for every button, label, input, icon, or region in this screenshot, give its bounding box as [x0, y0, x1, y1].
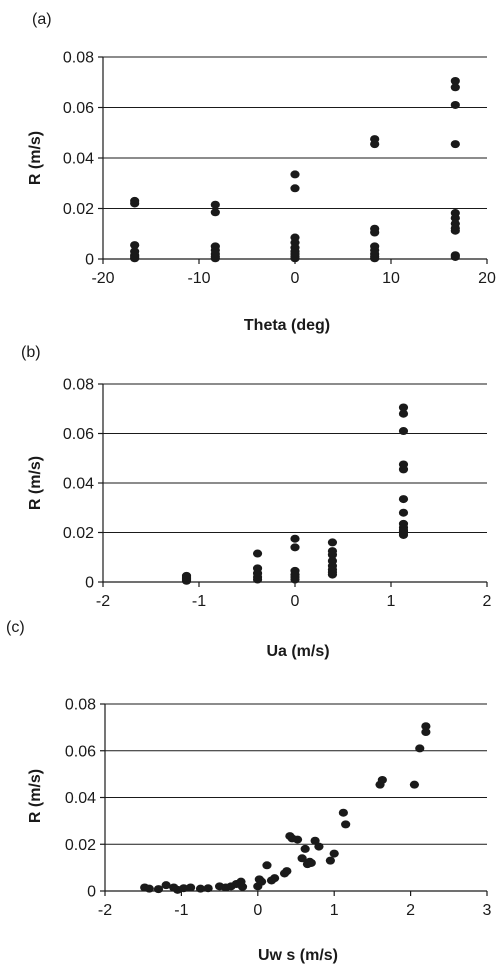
panel-b-point-16 — [328, 538, 337, 546]
panel-b-point-5 — [253, 550, 262, 558]
panel-c-y-tick-label-4: 0.08 — [65, 697, 96, 714]
panel-b-ylabel: R (m/s) — [27, 456, 44, 510]
panel-a-x-tick-label-1: -10 — [187, 270, 210, 287]
panel-c-point-33 — [314, 843, 323, 851]
panel-c-point-39 — [378, 776, 387, 784]
panel-a-ylabel: R (m/s) — [27, 131, 44, 185]
panel-a-point-22 — [290, 254, 299, 262]
panel-b-point-4 — [182, 577, 191, 585]
panel-b-point-30 — [399, 509, 408, 517]
panel-a-point-33 — [451, 83, 460, 91]
panel-b-y-tick-label-1: 0.02 — [63, 525, 94, 542]
panel-a-label: (a) — [32, 11, 52, 28]
panel-c-ylabel: R (m/s) — [27, 769, 44, 823]
panel-c-x-tick-label-4: 2 — [406, 902, 415, 919]
panel-c-point-43 — [421, 722, 430, 730]
panel-a-x-tick-label-4: 20 — [478, 270, 496, 287]
panel-b-x-tick-label-1: -1 — [192, 593, 206, 610]
panel-c-point-9 — [204, 884, 213, 892]
panel-b-x-tick-label-2: 0 — [291, 593, 300, 610]
panel-c: (c) Uw s (m/s) R (m/s) 0 0.02 0.04 0.06 0.08… — [6, 619, 492, 964]
panel-c-point-21 — [270, 874, 279, 882]
panel-b-y-tick-label-4: 0.08 — [63, 377, 94, 394]
panel-b-point-29 — [399, 495, 408, 503]
panel-c-y-tick-label-1: 0.02 — [65, 837, 96, 854]
panel-b: (b) Ua (m/s) R (m/s) 0 0.02 0.04 0.06 0.08 -2… — [21, 344, 492, 660]
panel-c-x-tick-label-5: 3 — [483, 902, 492, 919]
panel-b-plot: 0 0.02 0.04 0.06 0.08 -2 -1 0 1 2 — [63, 377, 492, 611]
panel-b-x-tick-label-0: -2 — [96, 593, 110, 610]
panel-c-point-31 — [307, 859, 316, 867]
panel-c-point-40 — [410, 781, 419, 789]
panel-c-point-18 — [257, 878, 266, 886]
panel-c-point-26 — [293, 836, 302, 844]
panel-c-x-tick-label-2: 0 — [253, 902, 262, 919]
panel-b-y-tick-label-3: 0.06 — [63, 426, 94, 443]
panel-b-point-26 — [399, 427, 408, 435]
panel-c-point-7 — [186, 883, 195, 891]
panel-a-point-1 — [130, 199, 139, 207]
panel-c-x-tick-label-1: -1 — [174, 902, 188, 919]
panel-b-point-36 — [399, 531, 408, 539]
panel-a-point-6 — [130, 254, 139, 262]
panel-b-y-tick-label-2: 0.04 — [63, 476, 94, 493]
panel-c-point-41 — [415, 744, 424, 752]
panel-a-point-42 — [451, 253, 460, 261]
panel-a-xlabel: Theta (deg) — [244, 317, 330, 334]
panel-c-y-tick-label-0: 0 — [87, 884, 96, 901]
panel-a-point-13 — [211, 254, 220, 262]
panel-b-point-15 — [290, 576, 299, 584]
panel-a-y-tick-label-2: 0.04 — [63, 151, 94, 168]
panel-b-y-tick-label-0: 0 — [85, 575, 94, 592]
panel-c-point-2 — [154, 885, 163, 893]
panel-b-x-tick-label-4: 2 — [483, 593, 492, 610]
panel-b-point-23 — [328, 571, 337, 579]
panel-c-x-tick-label-3: 1 — [330, 902, 339, 919]
panel-b-point-28 — [399, 465, 408, 473]
panel-b-x-tick-label-3: 1 — [387, 593, 396, 610]
panel-c-point-1 — [145, 885, 154, 893]
panel-c-xlabel: Uw s (m/s) — [258, 947, 338, 964]
panel-a-x-tick-label-2: 0 — [291, 270, 300, 287]
panel-c-point-15 — [238, 883, 247, 891]
panel-b-point-10 — [290, 535, 299, 543]
panel-b-point-25 — [399, 410, 408, 418]
panel-c-point-36 — [339, 809, 348, 817]
panel-a-point-31 — [370, 254, 379, 262]
panel-c-y-tick-label-2: 0.04 — [65, 790, 96, 807]
panel-c-point-34 — [326, 857, 335, 865]
panel-a-y-tick-label-1: 0.02 — [63, 201, 94, 218]
panel-c-point-35 — [330, 850, 339, 858]
panel-a-plot: 0 0.02 0.04 0.06 0.08 -20 -10 0 10 20 — [63, 50, 496, 288]
panel-c-plot: 0 0.02 0.04 0.06 0.08 -2 -1 0 1 2 3 — [65, 697, 492, 920]
panel-a-point-40 — [451, 227, 460, 235]
panel-c-label: (c) — [6, 619, 25, 636]
panel-a-point-15 — [290, 184, 299, 192]
panel-b-label: (b) — [21, 344, 41, 361]
panel-a-y-tick-label-0: 0 — [85, 252, 94, 269]
panel-a-point-14 — [290, 170, 299, 178]
panel-a-y-tick-label-4: 0.08 — [63, 50, 94, 67]
panel-c-point-37 — [341, 820, 350, 828]
panel-c-point-19 — [262, 861, 271, 869]
panel-a-x-tick-label-0: -20 — [91, 270, 114, 287]
panel-c-y-tick-label-3: 0.06 — [65, 743, 96, 760]
panel-a-y-tick-label-3: 0.06 — [63, 100, 94, 117]
panel-a-point-34 — [451, 101, 460, 109]
panel-b-xlabel: Ua (m/s) — [266, 643, 329, 660]
panel-a-point-8 — [211, 208, 220, 216]
panel-c-x-tick-label-0: -2 — [98, 902, 112, 919]
panel-a-x-tick-label-3: 10 — [382, 270, 400, 287]
panel-b-point-11 — [290, 543, 299, 551]
panel-c-point-23 — [282, 867, 291, 875]
panel-b-point-9 — [253, 576, 262, 584]
panel-a-point-7 — [211, 201, 220, 209]
panel-a-point-24 — [370, 140, 379, 148]
panel-c-point-28 — [301, 845, 310, 853]
panel-a-point-26 — [370, 228, 379, 236]
panel-a: (a) Theta (deg) R (m/s) 0 0.02 0.04 0.06 0.0… — [27, 11, 496, 334]
panel-a-point-35 — [451, 140, 460, 148]
